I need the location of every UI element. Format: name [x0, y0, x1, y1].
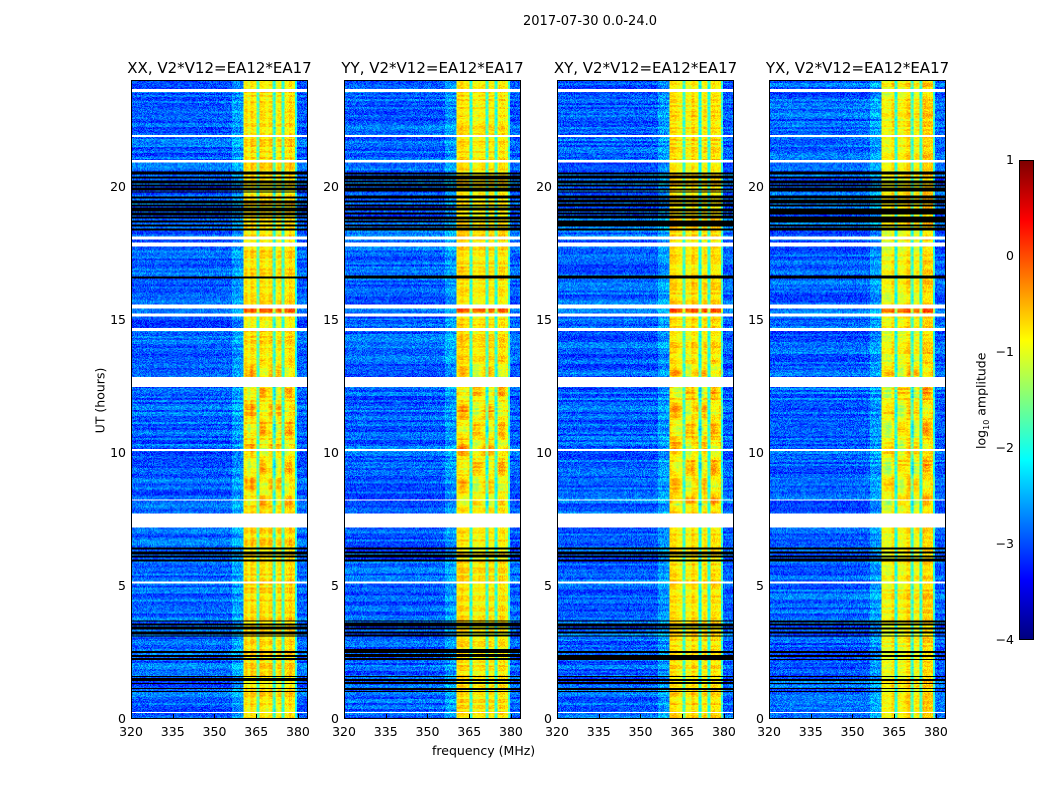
- y-tick-label: 5: [544, 577, 552, 593]
- x-tick-mark: [510, 714, 512, 719]
- y-tick-label: 10: [110, 444, 126, 460]
- y-tick-label: 0: [756, 711, 764, 726]
- colorbar-label-sub: 10: [981, 419, 991, 430]
- colorbar-label-rest: amplitude: [973, 352, 989, 420]
- x-tick-label: 380: [712, 724, 736, 739]
- x-tick-mark: [935, 714, 937, 719]
- panel-title: XY, V2*V12=EA12*EA17: [553, 59, 738, 77]
- colorbar-tick-label: −3: [995, 536, 1014, 551]
- x-tick-mark: [894, 714, 896, 719]
- heatmap-panel: [557, 80, 734, 719]
- x-tick-label: 365: [670, 724, 695, 739]
- figure-title: 2017-07-30 0.0-24.0: [523, 14, 657, 29]
- y-tick-label: 0: [331, 711, 339, 726]
- x-tick-label: 335: [586, 724, 611, 739]
- x-tick-label: 335: [798, 724, 823, 739]
- x-tick-mark: [469, 714, 471, 719]
- x-tick-label: 350: [840, 724, 865, 739]
- y-tick-label: 5: [118, 577, 126, 593]
- x-tick-mark: [810, 714, 812, 719]
- x-tick-label: 335: [160, 724, 185, 739]
- x-tick-mark: [214, 714, 216, 719]
- x-tick-label: 335: [373, 724, 398, 739]
- heatmap-panel: [131, 80, 308, 719]
- x-tick-mark: [172, 714, 174, 719]
- y-tick-label: 5: [756, 577, 764, 593]
- colorbar-tick-label: −4: [995, 632, 1014, 647]
- y-tick-label: 20: [110, 178, 126, 194]
- panel-title: YX, V2*V12=EA12*EA17: [765, 59, 950, 77]
- colorbar-tick-label: 0: [1006, 248, 1014, 263]
- x-tick-mark: [723, 714, 725, 719]
- colorbar-tick-label: −2: [995, 440, 1014, 455]
- y-tick-label: 20: [323, 178, 339, 194]
- x-tick-mark: [385, 714, 387, 719]
- y-tick-label: 10: [536, 444, 552, 460]
- x-tick-mark: [640, 714, 642, 719]
- x-tick-label: 350: [415, 724, 440, 739]
- colorbar-label: log10 amplitude: [973, 341, 991, 461]
- x-tick-label: 320: [757, 724, 781, 739]
- y-axis-label: UT (hours): [92, 367, 108, 434]
- x-axis-label: frequency (MHz): [432, 743, 536, 758]
- x-tick-label: 380: [499, 724, 523, 739]
- x-tick-mark: [131, 714, 132, 719]
- x-tick-mark: [769, 714, 770, 719]
- x-tick-mark: [344, 714, 345, 719]
- x-tick-mark: [557, 714, 558, 719]
- x-tick-label: 320: [119, 724, 143, 739]
- panel-title: XX, V2*V12=EA12*EA17: [127, 59, 312, 77]
- x-tick-label: 380: [924, 724, 948, 739]
- colorbar-tick-label: −1: [995, 344, 1014, 359]
- x-tick-mark: [427, 714, 429, 719]
- x-tick-label: 380: [286, 724, 310, 739]
- heatmap-panel: [344, 80, 521, 719]
- x-tick-label: 350: [628, 724, 653, 739]
- colorbar-tick-label: 1: [1006, 152, 1014, 167]
- heatmap-panel: [769, 80, 946, 719]
- y-tick-label: 10: [323, 444, 339, 460]
- colorbar-label-log: log: [973, 429, 989, 449]
- y-tick-label: 5: [331, 577, 339, 593]
- y-tick-label: 15: [536, 311, 552, 327]
- y-tick-label: 20: [748, 178, 764, 194]
- x-tick-mark: [297, 714, 299, 719]
- y-tick-label: 15: [323, 311, 339, 327]
- y-tick-label: 0: [544, 711, 552, 726]
- x-tick-label: 365: [244, 724, 269, 739]
- x-tick-mark: [256, 714, 258, 719]
- x-tick-label: 320: [545, 724, 569, 739]
- y-tick-label: 15: [748, 311, 764, 327]
- colorbar: [1019, 160, 1034, 640]
- y-tick-label: 10: [748, 444, 764, 460]
- x-tick-mark: [598, 714, 600, 719]
- y-tick-label: 20: [536, 178, 552, 194]
- x-tick-label: 365: [457, 724, 482, 739]
- y-tick-label: 15: [110, 311, 126, 327]
- x-tick-mark: [852, 714, 854, 719]
- panel-title: YY, V2*V12=EA12*EA17: [341, 59, 524, 77]
- x-tick-mark: [682, 714, 684, 719]
- x-tick-label: 350: [202, 724, 227, 739]
- y-tick-label: 0: [118, 711, 126, 726]
- x-tick-label: 320: [332, 724, 356, 739]
- x-tick-label: 365: [882, 724, 907, 739]
